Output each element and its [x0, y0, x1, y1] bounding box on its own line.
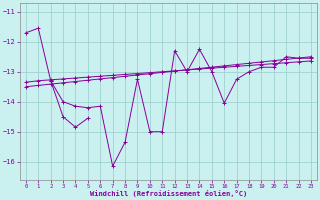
X-axis label: Windchill (Refroidissement éolien,°C): Windchill (Refroidissement éolien,°C): [90, 190, 247, 197]
